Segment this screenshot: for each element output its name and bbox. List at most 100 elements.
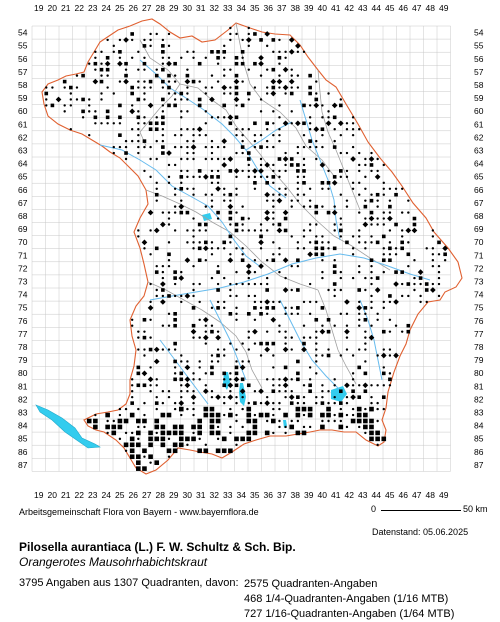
marker-dot [259,133,263,137]
marker-square [369,430,374,436]
marker-dot [296,193,300,196]
marker-diamond [258,239,264,246]
marker-square [406,323,411,328]
marker-dot [345,348,349,351]
marker-diamond [325,120,332,127]
marker-dot [241,282,244,286]
marker-square [252,418,258,424]
y-label-right: 70 [474,237,484,247]
marker-dot [265,175,269,179]
y-axis-labels-right: 5455565758596061626364656667686970717273… [474,28,484,470]
marker-square [283,365,288,370]
marker-dot [321,354,324,357]
x-axis-labels-bottom: 19 20 21 22 23 24 25 26 27 28 29 30 31 32 33 34 35 36 37 38… [34,490,449,500]
marker-square [271,85,276,90]
marker-square [210,175,214,179]
marker-square [93,115,98,120]
marker-diamond [239,364,246,371]
marker-square [167,103,171,108]
marker-square [123,442,129,448]
marker-dot [290,264,293,268]
marker-dot [229,241,232,244]
marker-dot [407,211,410,214]
marker-dot [247,229,250,232]
marker-dot [259,223,263,226]
marker-dot [229,223,232,226]
marker-dot [284,390,287,393]
marker-dot [51,86,54,89]
marker-square [185,73,190,78]
marker-dot [382,193,385,196]
marker-square [210,365,214,370]
marker-diamond [153,346,160,353]
marker-dot [198,133,201,137]
marker-square [240,103,245,108]
marker-square [271,175,276,179]
marker-dot [302,413,306,417]
marker-dot [204,92,208,95]
marker-square [320,246,325,251]
marker-dot [302,50,306,54]
occurrence-markers [44,26,448,471]
marker-dot [376,354,379,357]
marker-dot [339,217,343,220]
marker-dot [198,80,201,83]
marker-square [400,240,404,245]
marker-dot [223,157,226,161]
marker-dot [210,199,214,202]
marker-square [179,377,184,382]
marker-dot [210,74,214,77]
marker-dot [130,38,134,42]
marker-dot [253,259,257,262]
x-label-top: 24 [102,3,112,13]
marker-dot [130,318,134,321]
marker-dot [112,92,115,95]
marker-dot [272,413,275,417]
marker-dot [370,241,373,244]
y-label-right: 60 [474,106,484,116]
marker-dot [272,223,275,226]
marker-dot [137,122,140,125]
marker-dot [204,193,208,196]
marker-diamond [184,78,191,85]
marker-dot [167,455,171,458]
marker-dot [259,229,263,232]
marker-dot [339,151,343,155]
marker-square [129,442,135,448]
marker-dot [339,419,343,423]
marker-dot [284,330,287,333]
x-label-bottom: 29 [169,490,179,500]
marker-square [332,282,337,286]
marker-dot [321,259,324,262]
marker-dot [173,187,177,190]
marker-square [357,395,362,399]
marker-dot [235,187,238,190]
marker-square [277,222,282,227]
marker-square [161,97,165,102]
marker-dot [327,288,330,292]
marker-dot [186,110,189,113]
x-label-top: 20 [48,3,58,13]
marker-dot [364,163,367,167]
marker-dot [75,74,79,77]
marker-dot [161,86,165,89]
marker-dot [376,223,379,226]
marker-square [271,341,276,346]
marker-dot [265,395,269,399]
marker-dot [149,384,152,387]
marker-square [136,466,141,471]
marker-dot [388,318,392,321]
marker-dot [278,139,281,143]
marker-square [228,169,233,173]
marker-dot [370,324,373,327]
marker-dot [259,401,263,405]
rivers [99,59,431,405]
marker-dot [241,407,244,411]
marker-dot [284,306,287,310]
marker-dot [308,336,312,339]
marker-dot [137,437,140,441]
marker-dot [265,259,269,262]
marker-dot [315,235,318,238]
marker-dot [155,288,158,292]
marker-square [296,288,300,292]
